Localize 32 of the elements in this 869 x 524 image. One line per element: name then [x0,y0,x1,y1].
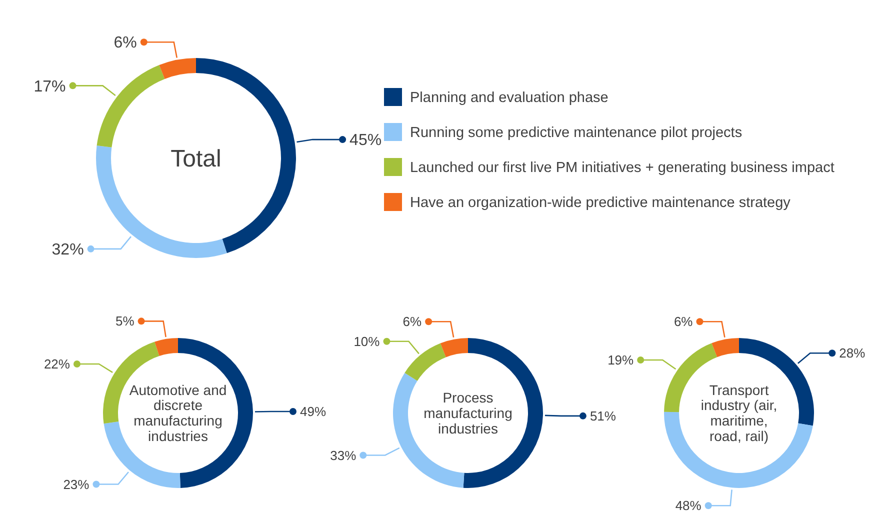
text: Automotive and discrete manufacturing industries [129,382,227,444]
data-label: 23% [63,476,90,492]
donut-slice [664,412,813,488]
data-label: 5% [116,314,135,329]
data-label: 6% [402,314,422,330]
donut-slice [712,338,739,358]
donut-slice [159,58,196,79]
text: Process manufacturing industries [424,390,512,436]
data-label: 48% [675,498,702,514]
donut-slice [404,343,446,381]
text: Total [170,145,222,172]
legend-label: Running some predictive maintenance pilot projects [410,125,742,142]
data-label: 49% [300,404,326,420]
legend-label: Have an organization-wide predictive maintenance strategy [410,195,792,212]
legend-label: Planning and evaluation phase [410,90,608,106]
donut-slice [154,338,178,356]
legend-label: Launched our first live PM initiatives + generating business impact [410,160,834,176]
data-label: 28% [839,346,866,361]
donut-slice [96,145,227,258]
data-label: 51% [590,408,616,424]
data-label: 6% [114,34,137,52]
data-label: 6% [674,314,694,330]
donut-slice [96,65,165,148]
data-label: 45% [350,132,382,150]
data-label: 17% [34,78,66,96]
text: Transport industry (air, maritime, road, rail) [700,382,778,444]
data-label: 22% [44,356,70,372]
data-label: 33% [330,448,357,463]
data-label: 19% [608,352,634,368]
data-label: 10% [354,334,380,349]
data-label: 32% [52,242,84,259]
donut-slice [440,338,468,358]
